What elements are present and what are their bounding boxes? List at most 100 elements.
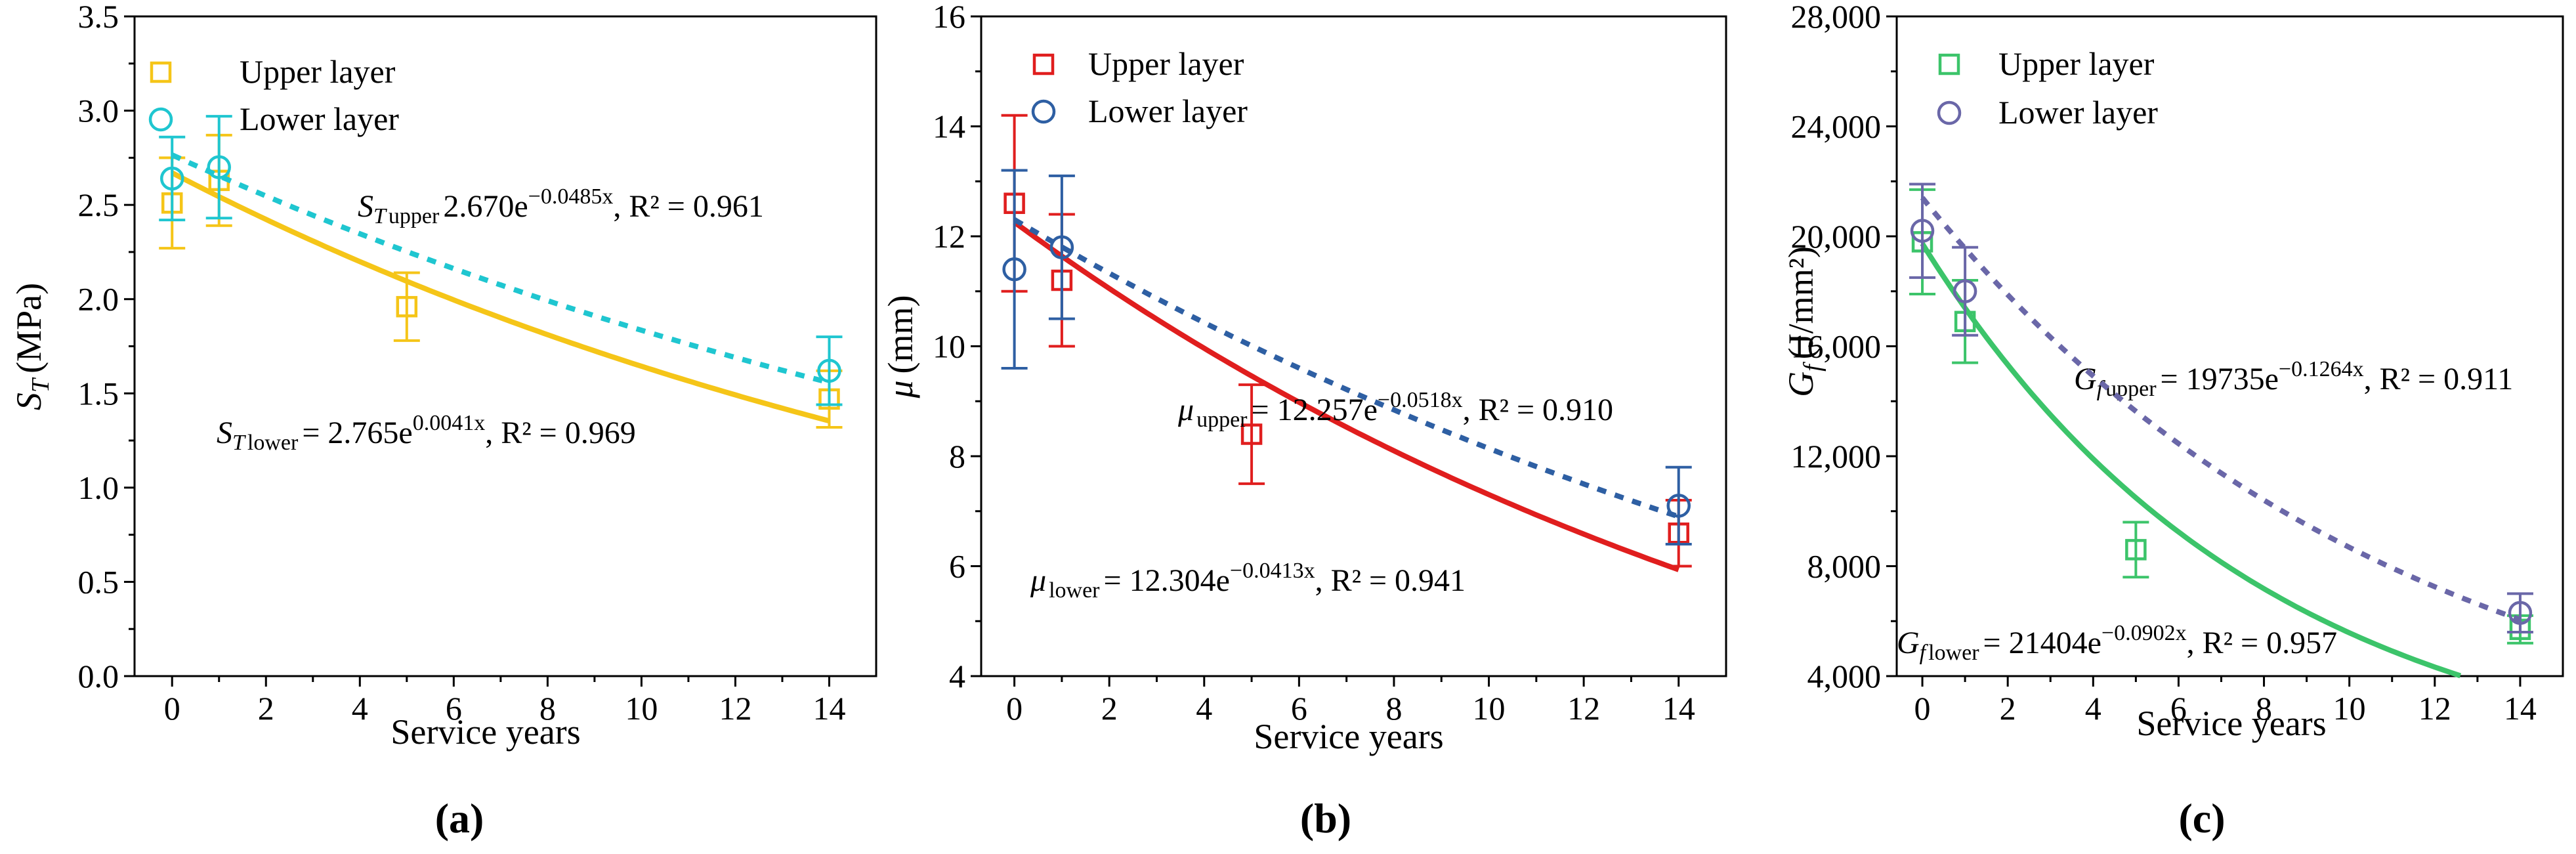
y-axis-symbol-subscript: T	[27, 377, 54, 393]
x-tick-label: 12	[719, 690, 751, 727]
eq-symbol: G	[2074, 362, 2097, 396]
eq-coefficient: 2.670e	[443, 189, 528, 224]
x-tick-label: 4	[1196, 690, 1212, 727]
eq-r-squared: , R² = 0.910	[1463, 393, 1613, 427]
eq-coefficient: = 19735e	[2161, 362, 2279, 396]
y-tick-label: 4	[949, 658, 965, 694]
legend-square-icon	[150, 61, 172, 83]
eq-subscript: upper	[389, 204, 440, 228]
legend-label: Lower layer	[240, 100, 399, 137]
y-tick-label: 28,000	[1791, 0, 1882, 35]
x-axis-label: Service years	[391, 712, 580, 752]
eq-r-squared: , R² = 0.969	[485, 416, 635, 450]
legend-label: Upper layer	[1088, 45, 1244, 82]
data-point-lower	[1049, 235, 1074, 259]
data-point-upper	[2125, 539, 2147, 561]
fit-curve-upper	[1013, 220, 1680, 572]
panel-label: (a)	[435, 795, 484, 842]
legend-circle-icon	[148, 107, 173, 132]
eq-subscript: lower	[1928, 641, 1979, 665]
y-tick-label: 0.5	[78, 563, 119, 600]
x-tick-label: 6	[1291, 690, 1307, 727]
x-tick-label: 0	[164, 690, 180, 727]
fit-curve-upper	[171, 170, 830, 424]
y-tick-label: 14	[933, 108, 965, 145]
y-axis-unit: (J/mm²)	[1781, 246, 1821, 359]
legend-circle-icon	[1937, 100, 1962, 125]
data-point-lower	[1002, 257, 1026, 282]
legend-square-icon	[1938, 53, 1960, 75]
eq-r-squared: , R² = 0.911	[2364, 362, 2514, 396]
panel-c: 0 2 4 6 8 10 12 14 4,000 8,000 12,000 16,000 20,000 2…	[1781, 0, 2564, 842]
fit-equation-lower: ST lower = 2.765e0.0041x, R² = 0.969	[217, 411, 636, 455]
fit-equation-upper: Gf upper = 19735e−0.1264x, R² = 0.911	[2074, 357, 2513, 401]
data-point-upper	[396, 295, 418, 318]
data-point-lower	[159, 166, 184, 191]
x-tick-label: 0	[1914, 690, 1931, 727]
x-tick-label: 12	[1567, 690, 1600, 727]
legend-square-icon	[1032, 53, 1055, 75]
eq-exponent: −0.0518x	[1378, 388, 1463, 412]
eq-r-squared: , R² = 0.961	[613, 189, 763, 224]
x-tick-label: 12	[2418, 690, 2451, 727]
y-tick-label: 3.5	[78, 0, 119, 35]
y-tick-label: 6	[949, 548, 965, 585]
fit-curve-lower	[171, 152, 830, 385]
y-axis-label: ST (MPa)	[9, 283, 54, 410]
x-tick-label: 2	[2000, 690, 2016, 727]
fit-curve-lower	[1013, 217, 1679, 519]
eq-subscript: upper	[2105, 377, 2157, 401]
y-tick-label: 12,000	[1791, 438, 1882, 475]
eq-coefficient: = 12.257e	[1252, 393, 1378, 427]
eq-exponent: 0.0041x	[413, 411, 486, 435]
y-tick-label: 16,000	[1791, 328, 1882, 365]
y-tick-label: 8	[949, 438, 965, 475]
eq-exponent: −0.1264x	[2279, 357, 2364, 381]
y-axis-label: μ (mm)	[881, 295, 920, 398]
x-axis-label: Service years	[1254, 717, 1443, 756]
x-tick-label: 6	[2170, 690, 2187, 727]
legend-circle-icon	[1031, 99, 1056, 124]
y-tick-label: 2.0	[78, 281, 119, 318]
fit-equation-upper: μ upper = 12.257e−0.0518x, R² = 0.910	[1177, 388, 1613, 432]
data-point-lower	[1953, 279, 1977, 303]
data-point-lower	[1666, 494, 1691, 518]
legend-label: Upper layer	[1998, 45, 2155, 82]
y-tick-label: 24,000	[1791, 108, 1882, 145]
panel-label: (c)	[2178, 795, 2225, 842]
y-tick-label: 10	[933, 328, 965, 365]
x-axis-label: Service years	[2136, 704, 2326, 743]
legend-label: Lower layer	[1998, 94, 2158, 131]
eq-exponent: −0.0413x	[1230, 559, 1315, 583]
panel-a: 0 2 4 6 8 10 12 14 0.0 0.5 1.0 1.5 2.0 2.5 3.0 3.5 Servi…	[9, 0, 877, 842]
y-axis-symbol: μ	[881, 380, 920, 398]
data-point-lower	[1910, 219, 1935, 243]
x-tick-label: 14	[2504, 690, 2537, 727]
eq-symbol-subscript: T	[232, 431, 246, 455]
data-point-lower	[207, 155, 231, 179]
y-tick-label: 1.0	[78, 469, 119, 506]
x-tick-label: 10	[2333, 690, 2366, 727]
eq-exponent: −0.0902x	[2101, 621, 2187, 645]
x-tick-label: 2	[258, 690, 274, 727]
plot-frame	[1895, 15, 2564, 677]
fit-equation-lower: μ lower = 12.304e−0.0413x, R² = 0.941	[1030, 559, 1466, 603]
fit-curve-upper	[1920, 242, 2462, 679]
eq-coefficient: = 2.765e	[302, 416, 412, 450]
x-tick-label: 8	[1385, 690, 1402, 727]
eq-r-squared: , R² = 0.941	[1315, 563, 1466, 598]
eq-symbol: μ	[1030, 563, 1046, 598]
y-tick-label: 8,000	[1807, 548, 1882, 585]
eq-subscript: lower	[247, 431, 299, 455]
data-point-upper	[1240, 423, 1263, 445]
y-tick-label: 3.0	[78, 93, 119, 129]
eq-symbol: μ	[1177, 393, 1194, 427]
x-tick-label: 10	[1473, 690, 1506, 727]
y-axis-symbol: S	[9, 393, 49, 410]
x-tick-label: 14	[1662, 690, 1695, 727]
y-tick-label: 1.5	[78, 375, 119, 412]
legend-label: Upper layer	[240, 53, 396, 90]
y-axis-unit: (MPa)	[9, 283, 49, 374]
data-point-lower	[2508, 601, 2533, 625]
